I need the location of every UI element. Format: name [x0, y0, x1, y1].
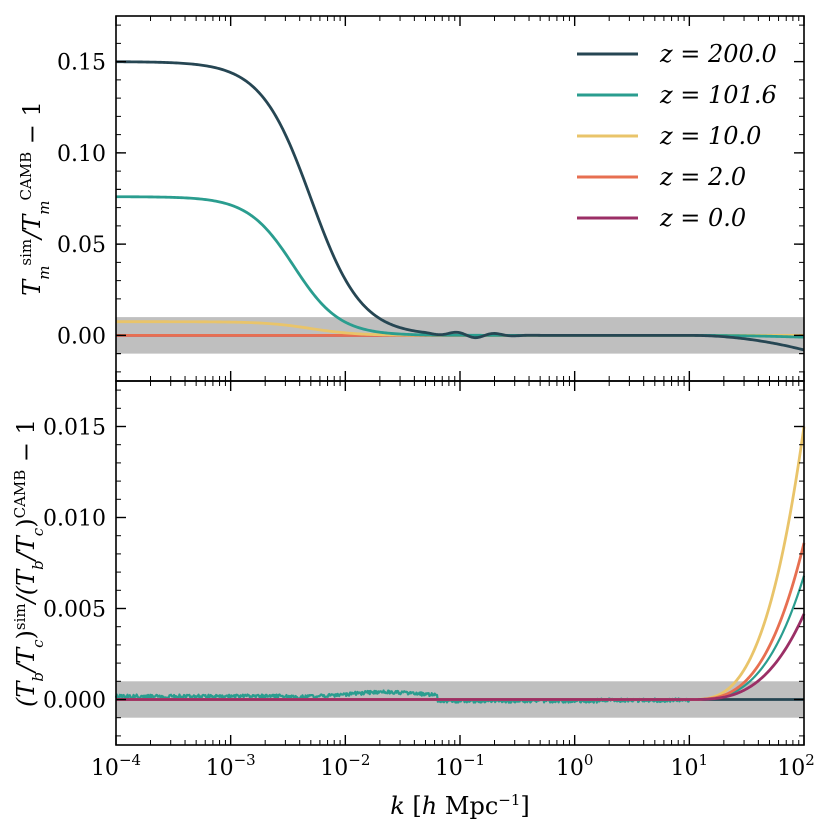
top-series-lines	[115, 60, 805, 352]
ytick-label: 0.00	[57, 324, 106, 349]
ytick-label: 0.05	[57, 233, 106, 258]
ytick-label: 0.15	[57, 51, 106, 76]
bottom-ytick-labels: 0.000 0.005 0.010 0.015	[43, 416, 106, 714]
ytick-label: 0.005	[43, 598, 106, 623]
xtick-label: 100	[556, 751, 594, 781]
bottom-line-10.0	[116, 426, 806, 701]
top-panel: 0.00 0.05 0.10 0.15 z = 200.0 z = 101.6 z = 1…	[17, 15, 805, 382]
bottom-line-2.0	[116, 542, 806, 701]
legend-label: z = 200.0	[659, 40, 777, 68]
ytick-label: 0.000	[43, 689, 106, 714]
xtick-labels: 10−4 10−3 10−2 10−1 100 101 102	[91, 751, 815, 781]
bottom-line-0.0	[116, 613, 806, 701]
xtick-label: 10−4	[91, 751, 141, 781]
xtick-label: 101	[671, 751, 709, 781]
top-ytick-labels: 0.00 0.05 0.10 0.15	[57, 51, 106, 350]
top-ylabel: Tmsim/TmCAMB − 1	[17, 101, 53, 296]
legend: z = 200.0 z = 101.6 z = 10.0 z = 2.0 z = 0.0	[577, 40, 777, 232]
bottom-ticks	[115, 381, 805, 745]
xlabel: k [h Mpc−1]	[390, 791, 530, 820]
ytick-label: 0.015	[43, 416, 106, 441]
legend-label: z = 0.0	[659, 204, 746, 232]
legend-label: z = 101.6	[659, 81, 777, 109]
bottom-series-lines	[114, 426, 806, 704]
bottom-panel: 0.000 0.005 0.010 0.015 10−4 10−3 10−2 10−1 100…	[11, 380, 815, 820]
legend-label: z = 10.0	[659, 122, 761, 150]
top-line-200.0	[116, 60, 805, 352]
top-ticks	[115, 16, 805, 381]
xtick-label: 10−3	[206, 751, 256, 781]
bottom-ylabel: (Tb/Tc)sim/(Tb/Tc)CAMB − 1	[11, 419, 47, 707]
legend-label: z = 2.0	[659, 163, 746, 191]
xtick-label: 102	[777, 751, 815, 781]
ytick-label: 0.010	[43, 507, 106, 532]
ytick-label: 0.10	[57, 142, 106, 167]
xtick-label: 10−2	[320, 751, 370, 781]
xtick-label: 10−1	[435, 751, 485, 781]
